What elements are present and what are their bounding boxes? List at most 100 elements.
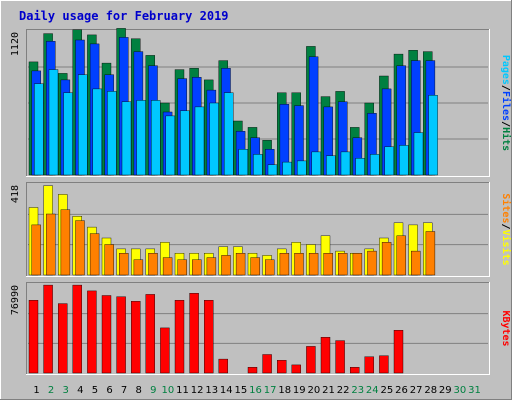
sites-bar-day-21 [323,252,333,276]
panel-max-label: 76990 [10,285,21,315]
sites-bar-day-14 [221,255,231,276]
pages-bar-day-17 [267,164,278,176]
legend-part: / [500,121,511,127]
day-label-17: 17 [264,385,277,396]
day-label-28: 28 [424,385,437,396]
sites-bar-day-16 [250,257,260,276]
kbytes-bar-day-11 [174,300,185,374]
kbytes-bar-day-9 [145,294,156,374]
legend-part: Pages [500,55,511,85]
pages-bar-day-10 [165,115,176,176]
day-label-9: 9 [150,385,156,396]
day-label-27: 27 [410,385,423,396]
day-label-13: 13 [205,385,218,396]
sites-bar-day-3 [60,209,71,276]
panel-max-label: 418 [10,185,21,203]
day-label-21: 21 [322,385,335,396]
day-axis-labels: 1 2 3 4 5 6 7 8 9 10 11 12 13 14 15 16 17 18 19 20 21 22 23 24 2… [33,385,481,396]
day-label-14: 14 [220,385,233,396]
sites-bar-day-9 [148,252,158,276]
pages-bar-day-24 [370,154,380,176]
pages-bar-day-16 [253,154,263,176]
kbytes-bar-day-16 [247,367,258,374]
sites-bar-day-11 [177,259,187,276]
day-label-23: 23 [351,385,364,396]
pages-bar-day-21 [326,155,336,176]
kbytes-bar-day-19 [291,364,301,374]
kbytes-bar-day-23 [350,367,360,374]
sites-bar-day-15 [235,252,246,276]
pages-bar-day-11 [180,110,190,176]
day-label-3: 3 [63,385,69,396]
pages-bar-day-13 [209,102,219,176]
sites-bar-day-22 [338,252,348,276]
kbytes-bar-day-14 [218,358,229,374]
pages-bar-day-18 [282,161,292,176]
pages-bar-day-23 [355,158,365,176]
kbytes-bar-day-12 [189,293,199,374]
sites-bar-day-5 [89,233,100,276]
kbytes-bar-day-6 [101,295,112,374]
day-label-10: 10 [162,385,175,396]
kbytes-bar-day-17 [262,354,272,374]
pages-bar-day-7 [121,101,132,176]
day-label-11: 11 [176,385,189,396]
pages-bar-day-20 [311,151,321,176]
legend-part: Sites [500,193,512,223]
pages-bar-day-4 [77,74,88,176]
pages-bar-day-14 [223,92,234,176]
pages-bar-day-2 [48,69,59,176]
day-label-15: 15 [235,385,248,396]
kbytes-bar-day-10 [160,327,170,374]
sites-bar-day-20 [308,252,319,276]
chart-title: Daily usage for February 2019 [19,9,229,23]
sites-bar-day-13 [206,257,217,276]
legend-part: Hits [500,127,512,151]
sites-bar-day-8 [133,259,144,276]
day-label-29: 29 [439,385,452,396]
kbytes-bar-day-3 [58,303,68,374]
pages-bar-day-9 [150,100,161,176]
kbytes-bar-day-25 [379,355,389,374]
day-label-8: 8 [136,385,142,396]
sites-bar-day-12 [192,259,202,276]
day-label-18: 18 [278,385,291,396]
pages-bar-day-5 [92,88,103,176]
sites-bar-day-25 [381,242,392,276]
legend-part: KBytes [500,310,511,346]
sites-bar-day-23 [352,252,363,276]
day-label-19: 19 [293,385,306,396]
kbytes-bar-day-24 [364,356,374,374]
sites-bar-day-2 [46,213,56,276]
sites-bar-day-10 [162,257,173,276]
sites-bar-day-17 [265,259,275,276]
kbytes-bar-day-21 [320,337,331,374]
pages-bar-day-26 [399,145,409,176]
sites-bar-day-26 [396,235,406,276]
sites-bar-day-27 [411,250,421,276]
pages-bar-day-27 [413,132,424,176]
panel-legend-label: Pages/Files/Hits [500,55,512,151]
sites-bar-day-24 [367,250,377,276]
day-label-7: 7 [121,385,127,396]
pages-bar-day-25 [384,146,394,176]
visits-sites-panel: 418 Sites/Visits [10,182,512,277]
sites-bar-day-4 [75,220,85,276]
sites-bar-day-28 [425,231,436,276]
kbytes-bar-day-2 [43,284,53,374]
kbytes-bar-day-1 [28,300,39,374]
kbytes-bar-day-4 [72,284,83,374]
pages-bar-day-6 [107,91,117,176]
day-label-2: 2 [48,385,54,396]
sites-bar-day-19 [294,252,304,276]
legend-part: Visits [500,230,512,266]
sites-bar-day-18 [279,252,290,276]
pages-bar-day-28 [428,95,438,176]
kbytes-bar-day-5 [87,290,97,374]
day-label-24: 24 [366,385,379,396]
pages-bar-day-1 [34,83,44,176]
day-label-6: 6 [106,385,112,396]
panel-max-label: 1120 [10,32,21,56]
